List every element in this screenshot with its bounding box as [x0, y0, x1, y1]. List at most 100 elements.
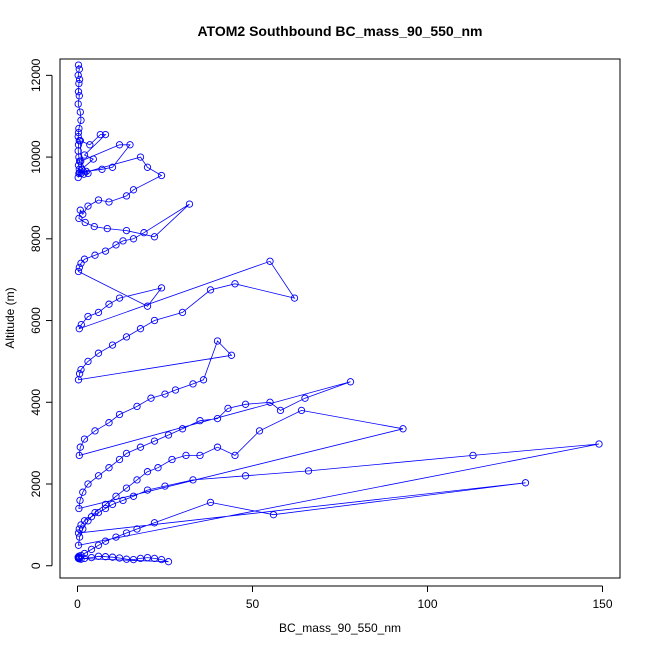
data-point [143, 486, 152, 494]
x-tick-label: 100 [417, 597, 437, 611]
data-point [157, 171, 166, 180]
data-point [105, 198, 113, 206]
data-point [129, 492, 138, 500]
data-point [199, 376, 208, 384]
data-point [143, 553, 152, 562]
data-point [80, 549, 89, 558]
plot-frame [59, 58, 621, 579]
y-tick-label: 8000 [29, 225, 43, 252]
data-point [115, 455, 124, 464]
data-point [87, 513, 96, 521]
data-point [76, 496, 84, 505]
data-point [74, 100, 82, 108]
data-point [108, 553, 117, 561]
data-point [77, 116, 85, 124]
y-axis-label: Altitude (m) [3, 287, 17, 348]
data-point [82, 167, 90, 176]
data-point [115, 410, 124, 419]
series-line [77, 65, 600, 563]
data-point [75, 325, 83, 333]
data-point [74, 553, 82, 561]
y-tick-label: 6000 [29, 307, 43, 334]
data-point [266, 398, 274, 406]
data-point [84, 312, 92, 321]
data-point [87, 545, 96, 554]
data-point [105, 419, 113, 427]
data-point [77, 169, 85, 178]
data-point [94, 349, 103, 357]
data-point [101, 553, 110, 561]
data-point [105, 300, 113, 308]
data-point [74, 61, 83, 69]
data-point [143, 163, 152, 171]
y-tick-label: 10000 [29, 140, 43, 174]
data-point [196, 451, 204, 460]
x-tick-label: 150 [592, 597, 612, 611]
data-point [469, 451, 477, 460]
data-point [122, 555, 131, 563]
data-point [76, 108, 84, 116]
data-point [290, 294, 299, 302]
data-point [75, 263, 83, 272]
data-point [84, 480, 92, 488]
data-point [75, 214, 83, 223]
data-point [115, 554, 124, 562]
data-point [105, 464, 113, 472]
data-point [112, 533, 120, 541]
data-point [94, 308, 103, 317]
data-point [521, 479, 530, 487]
data-point [94, 541, 103, 549]
data-point [178, 425, 187, 433]
data-point [76, 206, 84, 214]
data-point [133, 525, 141, 533]
data-point [136, 153, 145, 161]
data-point [178, 308, 187, 317]
data-point [129, 186, 138, 194]
data-point [182, 451, 190, 460]
data-point [101, 500, 110, 509]
data-point [75, 451, 83, 460]
data-point [136, 554, 145, 563]
y-tick-label: 4000 [29, 389, 43, 416]
data-point [161, 390, 169, 398]
data-point [94, 508, 103, 517]
data-point [150, 519, 159, 527]
data-point [266, 257, 274, 265]
data-point [75, 533, 84, 541]
data-point [84, 202, 92, 210]
data-point [161, 482, 169, 490]
y-axis: 0 2000 4000 6000 8000 10000 12000 [29, 58, 53, 569]
data-point [301, 394, 309, 402]
data-point [84, 357, 92, 366]
data-point [304, 467, 313, 475]
data-point [122, 192, 131, 200]
data-point [112, 241, 120, 249]
data-point [86, 141, 94, 149]
data-point [76, 443, 84, 451]
data-point [77, 259, 85, 267]
x-tick-label: 0 [74, 597, 81, 611]
data-point [196, 417, 204, 425]
data-point [119, 237, 127, 245]
x-axis: 0 50 100 150 [74, 585, 613, 611]
data-point [126, 141, 134, 149]
data-point [75, 92, 83, 100]
data-point [224, 404, 232, 413]
data-point [108, 163, 117, 171]
data-point [136, 443, 145, 451]
data-point [77, 320, 85, 329]
chart-title: ATOM2 Southbound BC_mass_90_550_nm [197, 23, 482, 39]
data-point [213, 414, 222, 423]
data-point [241, 472, 250, 480]
data-point [255, 427, 264, 435]
data-point [122, 449, 131, 458]
data-point [115, 294, 124, 302]
data-point [80, 151, 89, 159]
data-point [89, 155, 97, 163]
data-point [231, 451, 239, 460]
data-point [112, 492, 120, 500]
data-point [157, 555, 166, 564]
data-point [136, 325, 145, 333]
data-point [101, 504, 110, 513]
